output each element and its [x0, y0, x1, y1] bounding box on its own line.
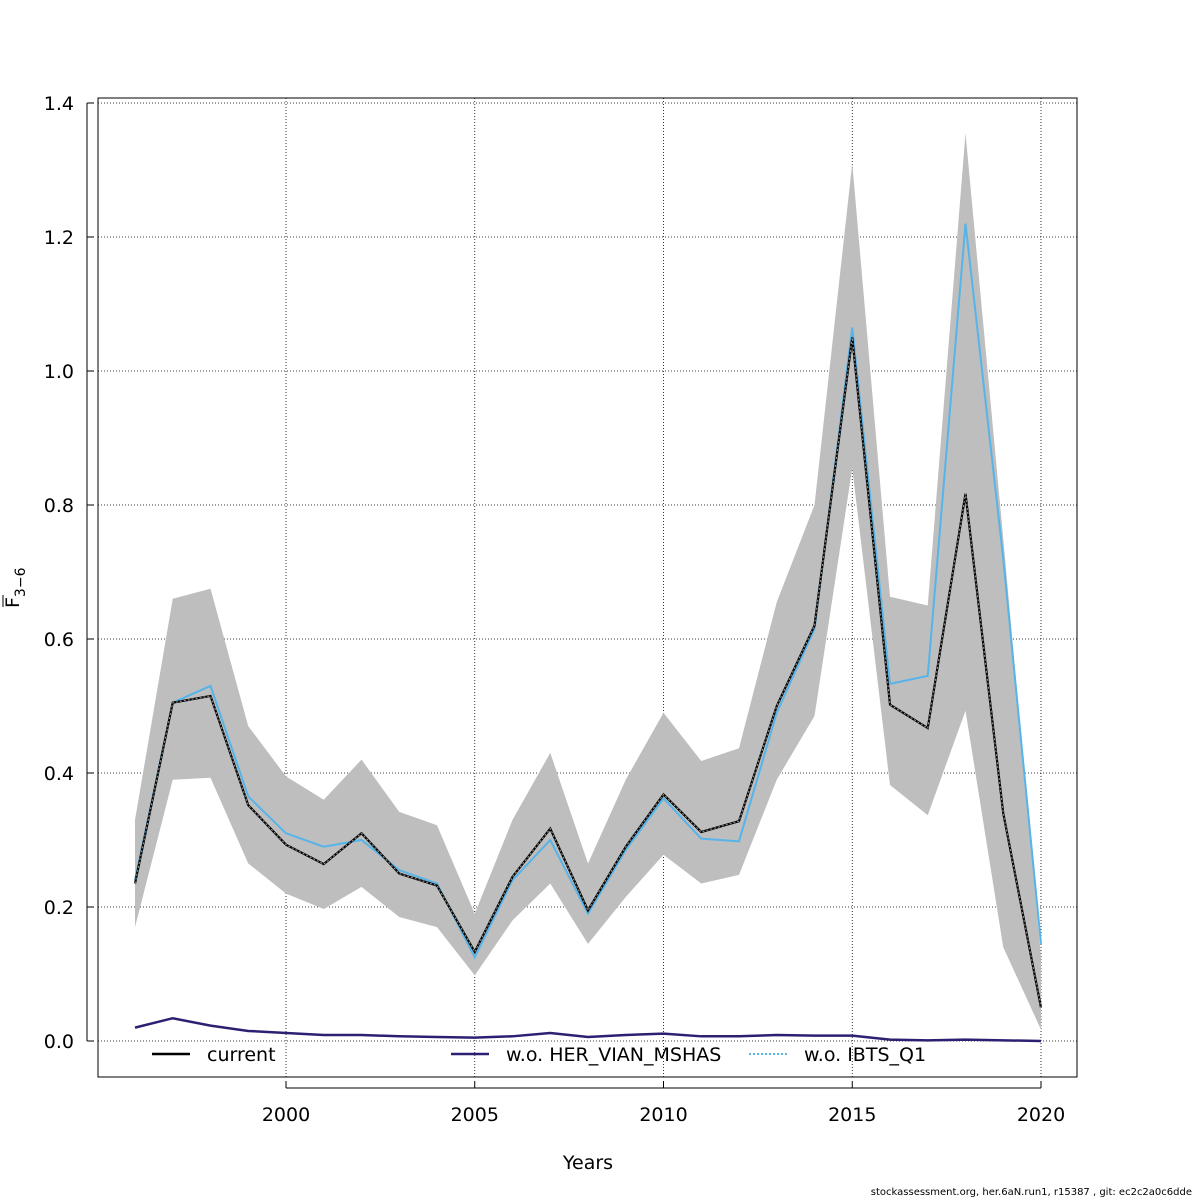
y-axis-title: F3−6	[2, 567, 29, 608]
y-tick-label: 0.2	[44, 897, 74, 919]
legend-label-current: current	[207, 1044, 276, 1066]
series-line-w-o-ibts-q1	[134, 223, 1042, 960]
y-axis-title-subscript: 3−6	[13, 567, 29, 597]
x-tick-label: 2010	[639, 1104, 687, 1126]
plot-frame	[97, 97, 1078, 1078]
series-line-w-o-her-vian-mshas	[134, 1016, 1042, 1043]
y-tick-label: 0.8	[44, 495, 74, 517]
x-axis-title: Years	[562, 1152, 613, 1174]
confidence-band	[135, 133, 1041, 1030]
x-tick-label: 2015	[828, 1104, 876, 1126]
svg-text:F3−6: F3−6	[2, 567, 29, 608]
series-lines	[133, 223, 1043, 1043]
footer-note: stockassessment.org, her.6aN.run1, r1538…	[870, 1187, 1192, 1198]
y-axis: 0.0 0.2 0.4 0.6 0.8 1.0 1.2 1.4	[44, 93, 94, 1053]
y-tick-label: 1.4	[44, 93, 74, 115]
x-axis: 2000 2005 2010 2015 2020	[262, 1081, 1065, 1126]
y-axis-title-main: F	[2, 597, 24, 608]
y-tick-label: 0.6	[44, 629, 74, 651]
y-tick-label: 1.2	[44, 227, 74, 249]
y-tick-label: 0.4	[44, 763, 74, 785]
legend-label-w-o-her-vian-mshas: w.o. HER_VIAN_MSHAS	[506, 1044, 721, 1066]
legend: current w.o. HER_VIAN_MSHAS w.o. IBTS_Q1	[152, 1044, 926, 1066]
y-tick-label: 1.0	[44, 361, 74, 383]
legend-label-w-o-ibts-q1: w.o. IBTS_Q1	[804, 1044, 926, 1066]
x-tick-label: 2000	[262, 1104, 310, 1126]
x-tick-label: 2020	[1017, 1104, 1065, 1126]
x-tick-label: 2005	[451, 1104, 499, 1126]
y-tick-label: 0.0	[44, 1031, 74, 1053]
series-line-current-dotted-overlay	[134, 337, 1042, 1008]
